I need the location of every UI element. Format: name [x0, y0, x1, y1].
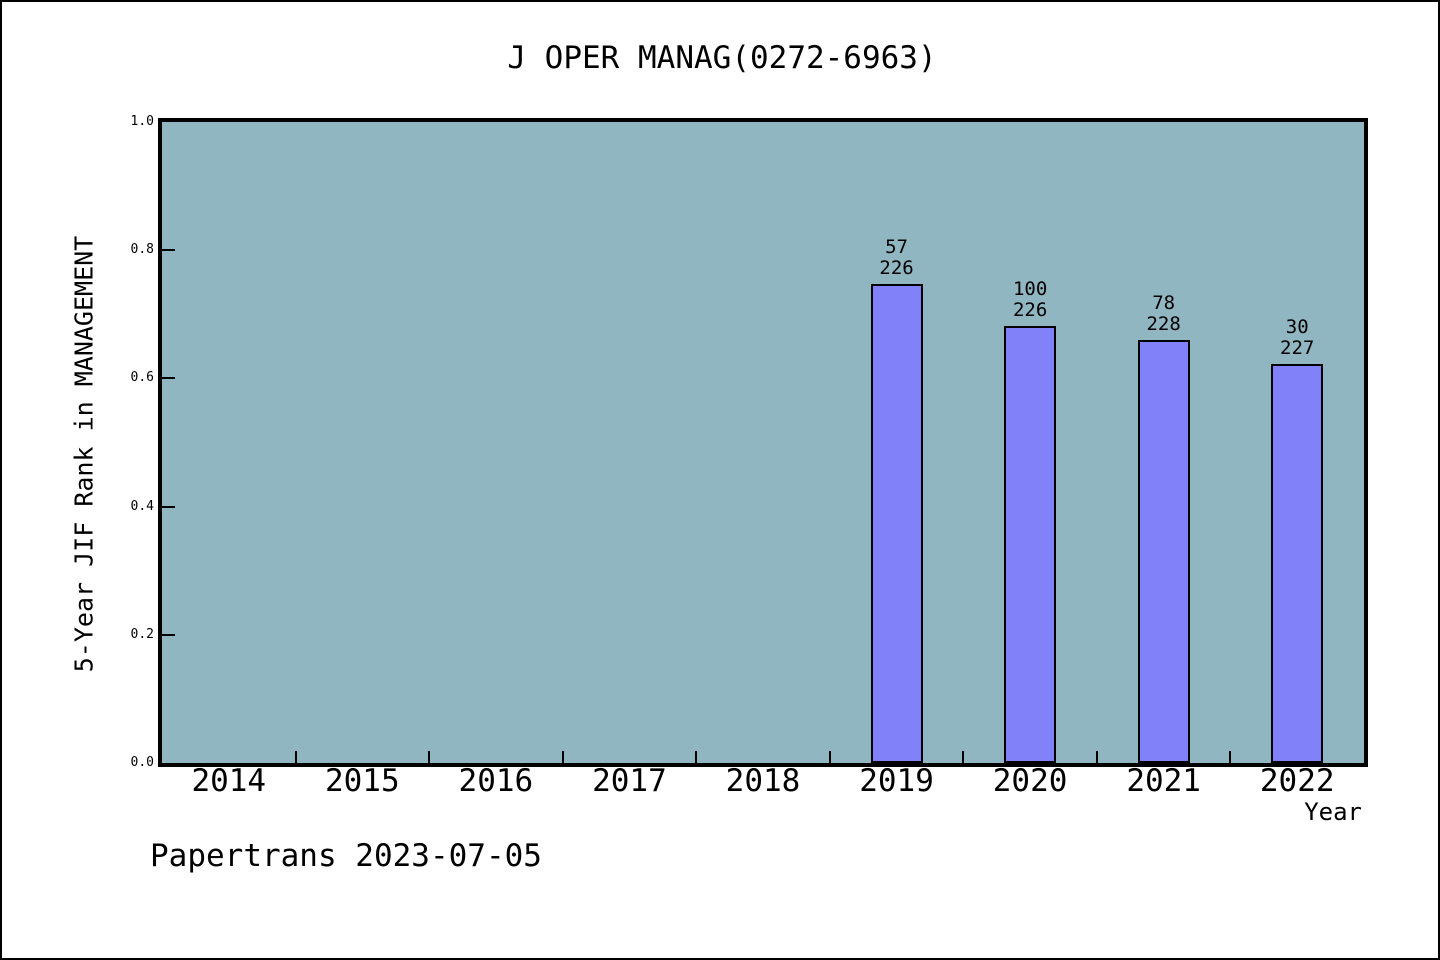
x-tick-mark [1229, 751, 1232, 763]
x-tick-mark [294, 751, 297, 763]
chart-title: J OPER MANAG(0272-6963) [507, 40, 937, 76]
x-tick-label: 2015 [324, 763, 400, 799]
bar [870, 284, 923, 763]
bar [1004, 325, 1057, 763]
y-axis-label: 5-Year JIF Rank in MANAGEMENT [69, 235, 99, 673]
x-tick-label: 2021 [1126, 763, 1201, 799]
bar [1137, 339, 1190, 763]
x-tick-label: 2022 [1259, 763, 1335, 799]
y-tick-label: 0.8 [130, 242, 154, 258]
y-tick-label: 0.6 [130, 370, 154, 386]
y-tick-label: 0.4 [130, 498, 154, 514]
x-tick-label: 2018 [725, 763, 801, 799]
y-tick-mark [162, 633, 175, 636]
x-tick-mark [828, 751, 831, 763]
y-tick-mark [162, 249, 175, 252]
y-tick-label: 0.0 [130, 755, 154, 770]
x-tick-label: 2017 [592, 763, 667, 799]
x-tick-label: 2016 [458, 763, 534, 799]
x-tick-label: 2014 [191, 763, 267, 799]
x-tick-label: 2019 [859, 763, 934, 799]
y-tick-mark [162, 377, 175, 380]
bar-value-label: 30 227 [1280, 316, 1315, 360]
x-tick-mark [561, 751, 564, 763]
x-tick-mark [428, 751, 431, 763]
x-tick-mark [962, 751, 965, 763]
x-axis-label: Year [1304, 798, 1362, 826]
bar-value-label: 100 226 [1012, 277, 1048, 321]
y-tick-label: 1.0 [130, 114, 154, 129]
y-tick-mark [162, 505, 175, 508]
x-tick-mark [695, 751, 698, 763]
x-tick-mark [1095, 751, 1098, 763]
bar-value-label: 78 228 [1146, 291, 1181, 335]
bar [1271, 364, 1324, 763]
y-tick-label: 0.2 [130, 626, 154, 642]
bar-value-label: 57 226 [879, 236, 914, 280]
x-tick-label: 2020 [992, 763, 1068, 799]
watermark-text: Papertrans 2023-07-05 [150, 838, 542, 874]
